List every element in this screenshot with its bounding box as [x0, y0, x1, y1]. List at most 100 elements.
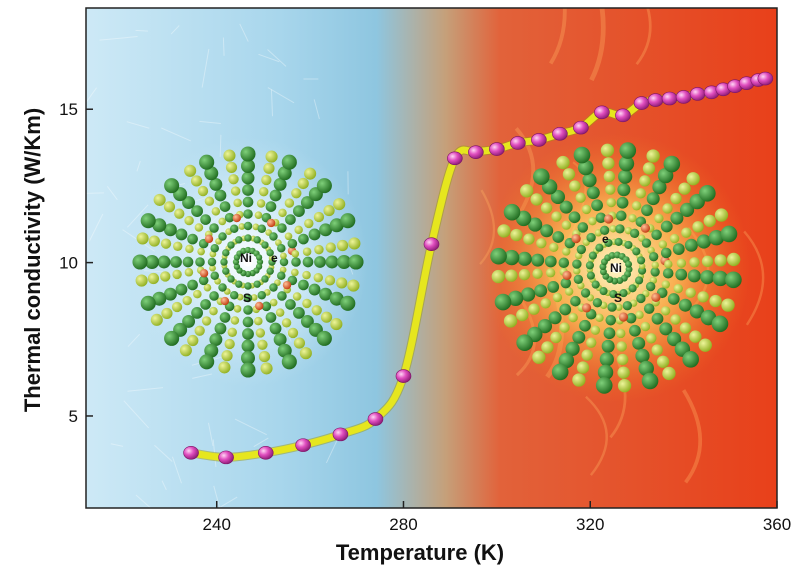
nickel-atom [660, 220, 673, 233]
nickel-atom [319, 223, 333, 237]
nickel-atom [559, 200, 573, 214]
sulfur-atom [569, 180, 581, 192]
sulfur-atom [639, 175, 651, 187]
nickel-atom [667, 293, 680, 305]
frost-streak [258, 53, 280, 63]
nickel-atom [599, 287, 608, 296]
nickel-atom [570, 295, 581, 307]
electron [618, 312, 629, 322]
sulfur-atom [605, 184, 616, 195]
sulfur-atom [197, 247, 205, 256]
nickel-atom [720, 225, 738, 243]
sulfur-atom [185, 244, 194, 254]
sulfur-atom [287, 327, 299, 339]
nickel-atom [609, 290, 618, 299]
nickel-atom [625, 312, 637, 324]
sulfur-atom [541, 341, 554, 354]
nickel-atom [240, 362, 256, 378]
data-point [468, 145, 484, 159]
sulfur-atom [304, 218, 314, 229]
sulfur-atom [670, 314, 681, 325]
sulfur-atom [347, 279, 360, 292]
nickel-atom [700, 270, 715, 285]
flame-streak [589, 8, 606, 82]
nickel-atom [209, 223, 219, 233]
nickel-atom [273, 177, 287, 191]
nickel-atom [576, 244, 587, 255]
sulfur-atom [320, 311, 333, 323]
sulfur-atom [160, 271, 171, 282]
y-tick-label: 10 [59, 254, 78, 273]
nickel-atom [641, 238, 652, 248]
data-point [218, 450, 234, 465]
nickel-atom [182, 256, 194, 268]
y-axis-title: Thermal conductivity (W/Km) [20, 108, 45, 412]
sulfur-atom [520, 184, 534, 198]
frost-streak [170, 25, 180, 35]
sulfur-atom [617, 353, 629, 366]
sulfur-atom [228, 174, 239, 185]
sulfur-atom [297, 177, 309, 190]
nickel-atom [537, 318, 553, 334]
nickel-atom [582, 173, 597, 188]
frost-streak [127, 387, 164, 392]
inset-hot-atoms [490, 142, 742, 394]
nickel-atom [616, 277, 624, 285]
nickel-atom [547, 281, 560, 293]
sulfur-atom [660, 306, 671, 316]
nickel-atom [210, 243, 219, 253]
nickel-atom [219, 312, 231, 323]
data-point [183, 445, 199, 460]
sulfur-atom [209, 264, 216, 272]
sulfur-atom [187, 334, 199, 347]
sulfur-atom [701, 255, 714, 267]
nickel-atom [242, 196, 254, 208]
nickel-atom [243, 209, 253, 219]
nickel-atom [220, 258, 228, 266]
sulfur-atom [323, 204, 335, 217]
sulfur-atom [325, 242, 336, 253]
frost-streak [123, 400, 150, 429]
nickel-atom [164, 178, 180, 194]
nickel-atom [636, 293, 646, 304]
nickel-atom [277, 291, 287, 301]
nickel-atom [604, 238, 613, 247]
sulfur-atom [638, 262, 646, 270]
nickel-atom [255, 254, 263, 261]
nickel-atom [277, 271, 286, 281]
data-point [661, 91, 678, 106]
nickel-atom [625, 260, 633, 268]
nickel-atom [595, 212, 607, 224]
data-point [675, 90, 692, 104]
sulfur-atom [313, 273, 323, 283]
data-point [423, 237, 440, 251]
sulfur-atom [595, 313, 604, 322]
sulfur-atom [603, 170, 615, 183]
nickel-atom [265, 312, 277, 323]
nickel-atom [191, 205, 203, 217]
nickel-atom [242, 316, 254, 328]
nickel-atom [641, 204, 653, 217]
nickel-atom [629, 324, 641, 337]
sulfur-atom [173, 241, 183, 251]
nickel-atom [618, 155, 635, 172]
sulfur-atom [148, 235, 160, 247]
nickel-atom [281, 354, 297, 370]
x-axis: 240 280 320 360 [203, 501, 791, 534]
inset-hot-ni-label: Ni [610, 261, 622, 275]
sulfur-atom [551, 211, 562, 222]
x-tick-label: 360 [763, 515, 791, 534]
nickel-atom [199, 354, 215, 370]
sulfur-atom [281, 318, 292, 328]
electron [571, 233, 581, 244]
sulfur-atom [333, 198, 346, 211]
sulfur-atom [609, 225, 617, 233]
nickel-atom [632, 247, 641, 256]
nickel-atom [244, 234, 252, 242]
sulfur-atom [697, 291, 709, 303]
nickel-atom [340, 295, 356, 311]
nickel-atom [599, 225, 610, 236]
sulfur-atom [336, 277, 348, 289]
sulfur-atom [532, 268, 543, 279]
nickel-atom [210, 271, 219, 281]
